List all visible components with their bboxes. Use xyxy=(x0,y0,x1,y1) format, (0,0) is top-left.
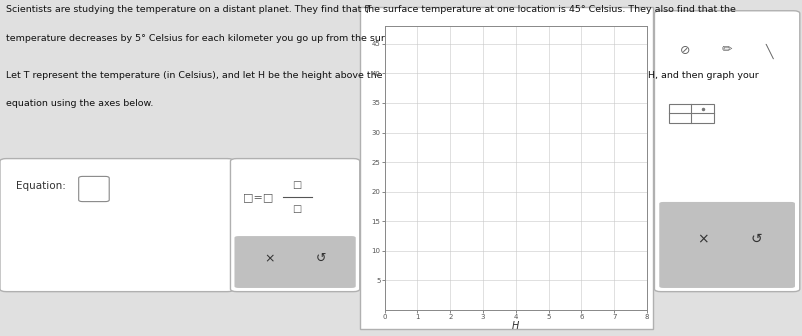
FancyBboxPatch shape xyxy=(230,159,359,292)
Text: ↺: ↺ xyxy=(315,252,326,265)
Text: Let T represent the temperature (in Celsius), and let H be the height above the : Let T represent the temperature (in Cels… xyxy=(6,71,758,80)
Bar xyxy=(668,104,713,123)
Text: ⊘: ⊘ xyxy=(678,44,689,57)
Text: ╲: ╲ xyxy=(765,44,772,59)
Text: □=□: □=□ xyxy=(243,192,273,202)
FancyBboxPatch shape xyxy=(234,236,355,288)
Text: ×: × xyxy=(697,232,708,246)
Text: equation using the axes below.: equation using the axes below. xyxy=(6,99,154,108)
Text: □: □ xyxy=(292,204,302,214)
FancyBboxPatch shape xyxy=(654,11,799,292)
FancyBboxPatch shape xyxy=(359,7,652,329)
Text: ×: × xyxy=(264,252,274,265)
FancyBboxPatch shape xyxy=(79,176,109,202)
Text: Scientists are studying the temperature on a distant planet. They find that the : Scientists are studying the temperature … xyxy=(6,5,735,14)
Text: □: □ xyxy=(292,180,302,190)
Text: ↺: ↺ xyxy=(750,232,761,246)
Text: Equation:: Equation: xyxy=(16,181,66,192)
X-axis label: H: H xyxy=(512,322,519,332)
Text: temperature decreases by 5° Celsius for each kilometer you go up from the surfac: temperature decreases by 5° Celsius for … xyxy=(6,34,408,43)
FancyBboxPatch shape xyxy=(0,159,233,292)
Text: ✏: ✏ xyxy=(721,44,731,57)
Y-axis label: T: T xyxy=(364,5,371,15)
FancyBboxPatch shape xyxy=(658,202,794,288)
